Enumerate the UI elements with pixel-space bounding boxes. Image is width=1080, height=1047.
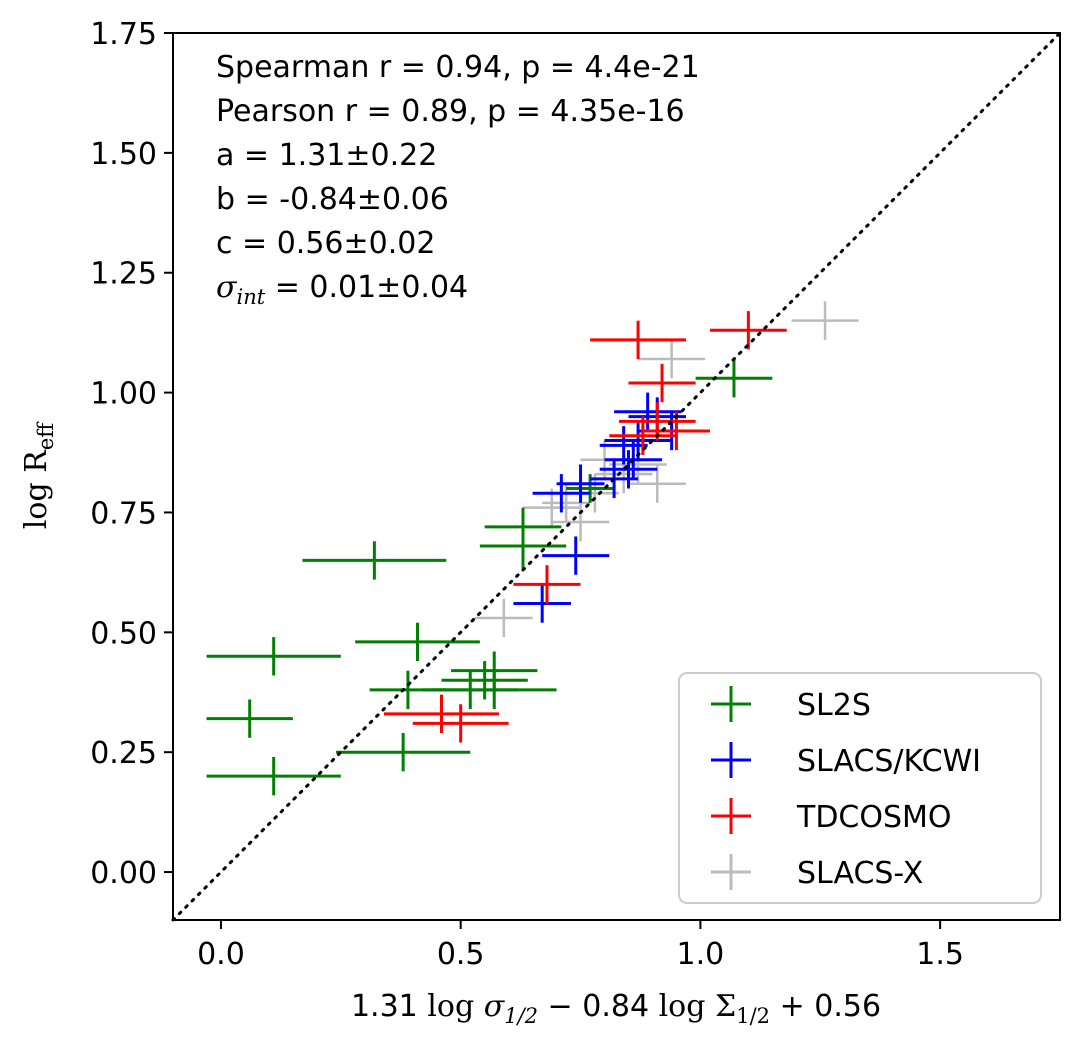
y-tick-label: 0.25 bbox=[90, 736, 157, 771]
tdcosmo-point bbox=[709, 311, 787, 350]
y-tick-label: 1.00 bbox=[90, 377, 157, 412]
legend-label: SLACS-X bbox=[797, 856, 923, 891]
slacs-kcwi-point bbox=[556, 464, 605, 503]
sl2s-point bbox=[422, 670, 519, 710]
y-tick-label: 1.25 bbox=[90, 257, 157, 292]
slacs-kcwi-point bbox=[513, 584, 571, 623]
x-tick-label: 1.0 bbox=[677, 937, 725, 972]
slacs-kcwi-point bbox=[532, 474, 591, 513]
legend-entry-slacs-x: SLACS-X bbox=[711, 854, 923, 891]
y-tick-label: 0.50 bbox=[90, 616, 157, 651]
stats-sigma-int: σint = 0.01±0.04 bbox=[216, 270, 468, 309]
sl2s-point bbox=[336, 733, 471, 772]
slacs-x-point bbox=[628, 464, 687, 503]
legend-entry-slacs-kcwi: SLACS/KCWI bbox=[711, 742, 981, 779]
stats-c: c = 0.56±0.02 bbox=[216, 226, 435, 261]
tdcosmo-point bbox=[628, 363, 696, 403]
sigma-subscript: int bbox=[236, 285, 265, 309]
slacs-kcwi-point bbox=[542, 536, 610, 575]
slacs-x-point bbox=[638, 339, 706, 379]
y-tick-label: 1.50 bbox=[90, 137, 157, 172]
sl2s-point bbox=[302, 541, 447, 580]
slacs-kcwi-point bbox=[614, 392, 682, 431]
y-tick-label: 0.00 bbox=[90, 856, 157, 891]
stats-annotation: Spearman r = 0.94, p = 4.4e-21 Pearson r… bbox=[216, 50, 700, 309]
slacs-x-point bbox=[475, 598, 533, 638]
tdcosmo-point bbox=[383, 694, 500, 734]
legend-label: SL2S bbox=[797, 688, 871, 723]
x-tick-label: 1.5 bbox=[916, 937, 964, 972]
slacs-x-point bbox=[523, 488, 581, 527]
one-to-one-line bbox=[171, 31, 1062, 922]
stats-pearson: Pearson r = 0.89, p = 4.35e-16 bbox=[216, 94, 685, 129]
stats-spearman: Spearman r = 0.94, p = 4.4e-21 bbox=[216, 50, 700, 85]
y-axis-label: log Reff bbox=[19, 421, 58, 529]
slacs-kcwi-point bbox=[599, 450, 658, 489]
legend: SL2S SLACS/KCWI TDCOSMO SLACS-X bbox=[678, 672, 1042, 904]
x-tick-label: 0.0 bbox=[197, 937, 245, 972]
data-marks bbox=[206, 301, 859, 796]
plot-frame bbox=[172, 32, 1061, 921]
sigma-symbol: σ bbox=[216, 270, 238, 305]
legend-entry-tdcosmo: TDCOSMO bbox=[711, 798, 952, 835]
stats-a: a = 1.31±0.22 bbox=[216, 138, 437, 173]
sl2s-point bbox=[206, 699, 293, 738]
slacs-kcwi-point bbox=[599, 426, 648, 465]
y-tick-label: 0.75 bbox=[90, 496, 157, 531]
x-axis-label: 1.31 log σ1/2 − 0.84 log Σ1/2 + 0.56 bbox=[351, 989, 881, 1028]
sl2s-point bbox=[206, 756, 341, 796]
sl2s-point bbox=[355, 622, 480, 662]
legend-label: SLACS/KCWI bbox=[797, 744, 981, 779]
legend-entry-sl2s: SL2S bbox=[711, 686, 871, 723]
sl2s-point bbox=[695, 359, 773, 398]
legend-frame bbox=[678, 672, 1042, 904]
slacs-x-point bbox=[551, 502, 610, 542]
legend-label: TDCOSMO bbox=[796, 800, 952, 835]
slacs-x-point bbox=[542, 483, 591, 523]
sl2s-point bbox=[206, 637, 341, 676]
sl2s-point bbox=[479, 522, 567, 570]
sl2s-point bbox=[441, 661, 528, 700]
tdcosmo-point bbox=[513, 565, 581, 604]
slacs-x-point bbox=[791, 301, 859, 340]
sigma-value: = 0.01±0.04 bbox=[265, 270, 468, 305]
x-tick-label: 0.5 bbox=[437, 937, 485, 972]
stats-b: b = -0.84±0.06 bbox=[216, 182, 449, 217]
tdcosmo-point bbox=[590, 320, 687, 360]
tdcosmo-point bbox=[412, 704, 509, 743]
y-tick-label: 1.75 bbox=[90, 17, 157, 52]
axis-ticks: 0.0 0.5 1.0 1.5 0.00 0.25 0.50 0.75 1.00 1.25 1.50… bbox=[90, 17, 964, 972]
